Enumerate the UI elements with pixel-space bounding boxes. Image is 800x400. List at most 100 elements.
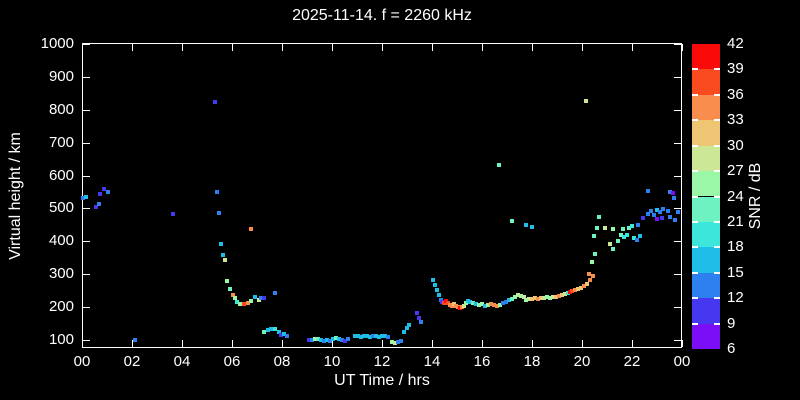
- data-point: [242, 302, 246, 307]
- y-tick-label: 100: [48, 331, 74, 348]
- data-point: [619, 233, 623, 238]
- colorbar-tick: [692, 170, 698, 173]
- colorbar-tick: [714, 297, 720, 300]
- data-point: [310, 337, 314, 342]
- data-point: [215, 189, 219, 194]
- data-point: [627, 225, 631, 230]
- x-tick-label: 12: [373, 353, 391, 370]
- axis-tick: [132, 44, 133, 51]
- data-point: [353, 333, 357, 338]
- axis-tick: [674, 44, 681, 45]
- data-point: [343, 338, 347, 343]
- x-tick-label: 08: [273, 353, 291, 370]
- data-point: [585, 282, 589, 287]
- colorbar-tick: [714, 271, 720, 274]
- data-point: [560, 292, 564, 297]
- colorbar-tick-label: 15: [727, 263, 744, 281]
- y-tick-label: 800: [48, 101, 74, 118]
- data-point: [262, 330, 266, 335]
- data-point: [504, 299, 509, 304]
- colorbar-tick: [692, 220, 698, 223]
- colorbar-tick: [714, 170, 720, 173]
- colorbar-tick-label: 33: [727, 111, 744, 129]
- axis-tick: [432, 340, 433, 347]
- data-point: [554, 294, 558, 299]
- axis-tick: [382, 340, 383, 347]
- data-point: [593, 251, 597, 256]
- data-point: [393, 340, 397, 345]
- y-tick-label: 400: [48, 232, 74, 249]
- axis-tick: [232, 44, 233, 51]
- data-point: [492, 302, 497, 307]
- colorbar-tick-label: 24: [727, 187, 744, 205]
- data-point: [346, 336, 350, 341]
- axis-tick: [182, 340, 183, 347]
- colorbar-block: [692, 323, 720, 349]
- data-point: [262, 295, 267, 300]
- data-point: [621, 226, 625, 231]
- data-point: [217, 211, 221, 216]
- colorbar-block: [692, 44, 720, 70]
- axis-tick: [674, 143, 681, 144]
- data-point: [630, 223, 634, 228]
- axis-tick: [232, 340, 233, 347]
- data-point: [225, 278, 230, 283]
- data-point: [377, 334, 381, 339]
- data-point: [671, 190, 675, 195]
- data-point: [551, 294, 555, 299]
- axis-tick: [432, 44, 433, 51]
- data-point: [356, 333, 360, 338]
- data-point: [661, 207, 665, 212]
- colorbar-block: [692, 120, 720, 146]
- data-point: [507, 297, 512, 302]
- data-point: [632, 236, 636, 241]
- colorbar-tick: [714, 220, 720, 223]
- data-point: [595, 225, 599, 230]
- data-point: [527, 296, 531, 301]
- y-tick-label: 900: [48, 68, 74, 85]
- data-point: [383, 333, 387, 338]
- colorbar-tick: [714, 246, 720, 249]
- data-point: [221, 252, 226, 257]
- data-point: [573, 288, 577, 292]
- axis-tick: [82, 340, 83, 347]
- axis-tick: [382, 44, 383, 51]
- data-point: [313, 336, 317, 341]
- data-point: [233, 296, 237, 301]
- axis-tick: [83, 241, 90, 242]
- colorbar-tick-label: 39: [727, 60, 744, 78]
- axis-tick: [282, 340, 283, 347]
- data-point: [238, 301, 243, 306]
- data-point: [272, 326, 277, 331]
- axis-tick: [682, 44, 683, 51]
- data-point: [655, 208, 659, 213]
- data-point: [646, 189, 650, 193]
- axis-tick: [582, 340, 583, 347]
- data-point: [603, 225, 607, 230]
- colorbar-tick-label: 12: [727, 289, 744, 307]
- axis-tick: [332, 44, 333, 51]
- colorbar-tick-label: 18: [727, 238, 744, 256]
- data-point: [415, 311, 419, 316]
- data-point: [545, 294, 549, 299]
- data-point: [474, 301, 479, 306]
- data-point: [390, 339, 394, 344]
- colorbar-tick: [692, 119, 698, 122]
- data-point: [672, 195, 676, 200]
- y-tick-label: 500: [48, 199, 74, 216]
- data-point: [497, 163, 501, 168]
- data-point: [622, 235, 626, 240]
- data-point: [319, 337, 323, 342]
- colorbar-tick-label: 21: [727, 212, 744, 230]
- data-point: [277, 330, 281, 335]
- data-point: [579, 286, 583, 291]
- colorbar: [692, 44, 720, 349]
- x-axis-label: UT Time / hrs: [334, 372, 430, 389]
- data-point: [256, 297, 261, 302]
- colorbar-tick: [692, 195, 698, 198]
- axis-tick: [132, 340, 133, 347]
- colorbar-tick-label: 27: [727, 162, 744, 180]
- data-point: [530, 296, 534, 301]
- colorbar-tick: [692, 297, 698, 300]
- axis-tick: [83, 274, 90, 275]
